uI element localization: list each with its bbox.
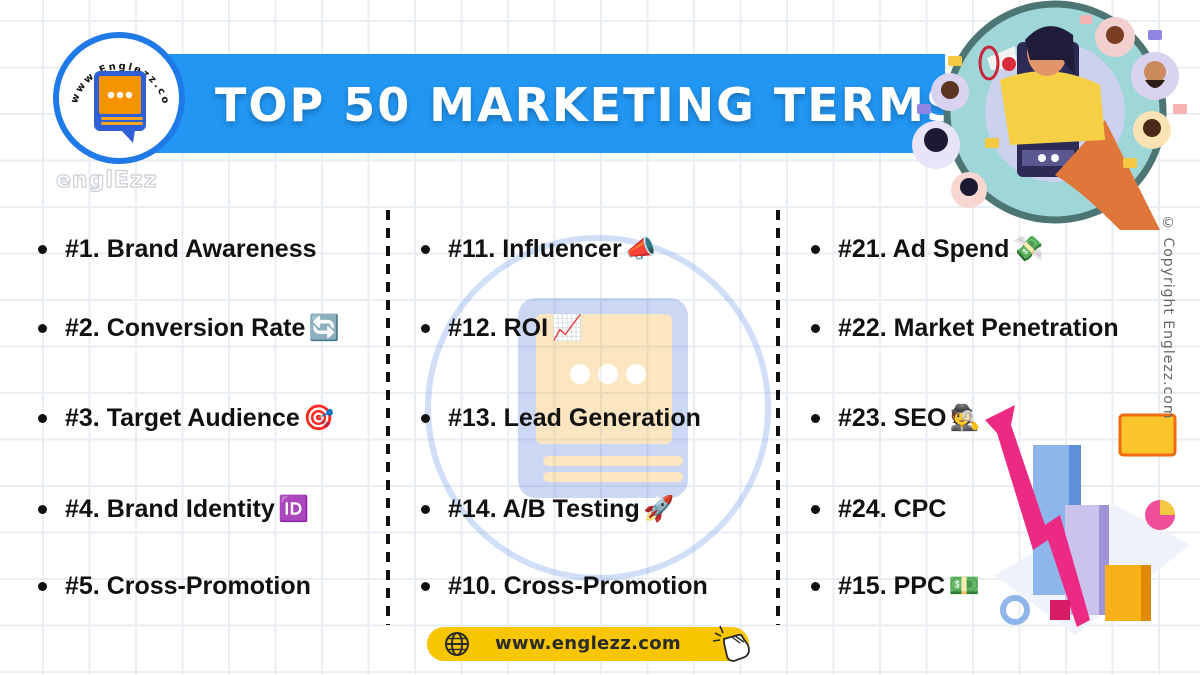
megaphone-icon: 📣: [625, 235, 657, 263]
bullet-icon: [38, 413, 47, 423]
term-label: #12. ROI: [448, 314, 549, 342]
term-item: #2. Conversion Rate 🔄: [38, 313, 340, 343]
bullet-icon: [811, 413, 820, 423]
term-label: #23. SEO: [838, 404, 947, 432]
book-chat-logo-icon: www.Englezz.com: [59, 38, 169, 143]
term-item: #22. Market Penetration: [811, 313, 1119, 343]
bullet-icon: [38, 504, 47, 514]
term-item: #24. CPC: [811, 494, 946, 524]
bullet-icon: [811, 581, 820, 591]
target-icon: 🎯: [303, 404, 335, 432]
bullet-icon: [811, 244, 820, 254]
growth-chart-illustration: [985, 405, 1190, 635]
column-divider-left: [386, 210, 390, 625]
influencer-illustration: [912, 0, 1187, 230]
bullet-icon: [421, 581, 430, 591]
bullet-icon: [38, 581, 47, 591]
bullet-icon: [421, 244, 430, 254]
term-item: #12. ROI 📈: [421, 313, 583, 343]
term-label: #4. Brand Identity: [65, 495, 275, 523]
term-item: #15. PPC 💵: [811, 571, 980, 601]
bullet-icon: [421, 504, 430, 514]
website-link-pill[interactable]: www.englezz.com: [427, 625, 750, 662]
term-item: #1. Brand Awareness: [38, 234, 317, 264]
bullet-icon: [38, 323, 47, 333]
chart-increasing-icon: 📈: [551, 314, 583, 342]
wordmark-logo: englEzz: [55, 167, 158, 193]
bullet-icon: [421, 323, 430, 333]
term-item: #3. Target Audience 🎯: [38, 403, 335, 433]
copyright-notice: © Copyright Englezz.com: [1160, 215, 1176, 420]
rocket-icon: 🚀: [643, 495, 675, 523]
term-label: #10. Cross-Promotion: [448, 572, 708, 600]
term-item: #14. A/B Testing 🚀: [421, 494, 675, 524]
term-label: #11. Influencer: [448, 235, 622, 263]
term-item: #11. Influencer 📣: [421, 234, 657, 264]
term-label: #13. Lead Generation: [448, 404, 701, 432]
term-label: #24. CPC: [838, 495, 947, 523]
repeat-arrows-icon: 🔄: [308, 314, 340, 342]
term-item: #4. Brand Identity 🆔: [38, 494, 310, 524]
term-label: #5. Cross-Promotion: [65, 572, 311, 600]
term-label: #15. PPC: [838, 572, 946, 600]
logo-badge[interactable]: www.Englezz.com: [53, 32, 185, 164]
term-label: #22. Market Penetration: [838, 314, 1119, 342]
bullet-icon: [38, 244, 47, 254]
term-item: #10. Cross-Promotion: [421, 571, 708, 601]
term-label: #14. A/B Testing: [448, 495, 640, 523]
term-item: #21. Ad Spend 💸: [811, 234, 1044, 264]
term-label: #1. Brand Awareness: [65, 235, 317, 263]
title-banner: [155, 54, 945, 153]
website-url[interactable]: www.englezz.com: [495, 633, 681, 654]
term-item: #13. Lead Generation: [421, 403, 701, 433]
bullet-icon: [811, 323, 820, 333]
money-with-wings-icon: 💸: [1012, 235, 1044, 263]
term-item: #23. SEO 🕵: [811, 403, 981, 433]
bullet-icon: [421, 413, 430, 423]
dollar-banknote-icon: 💵: [948, 572, 980, 600]
bullet-icon: [811, 504, 820, 514]
pointing-hand-icon: [712, 625, 750, 662]
term-item: #5. Cross-Promotion: [38, 571, 311, 601]
detective-icon: 🕵: [949, 404, 981, 432]
page-title: TOP 50 MARKETING TERMS: [215, 78, 961, 132]
column-divider-right: [776, 210, 780, 625]
term-label: #3. Target Audience: [65, 404, 300, 432]
id-badge-icon: 🆔: [278, 495, 310, 523]
term-label: #2. Conversion Rate: [65, 314, 306, 342]
term-label: #21. Ad Spend: [838, 235, 1010, 263]
globe-icon: [445, 632, 469, 656]
